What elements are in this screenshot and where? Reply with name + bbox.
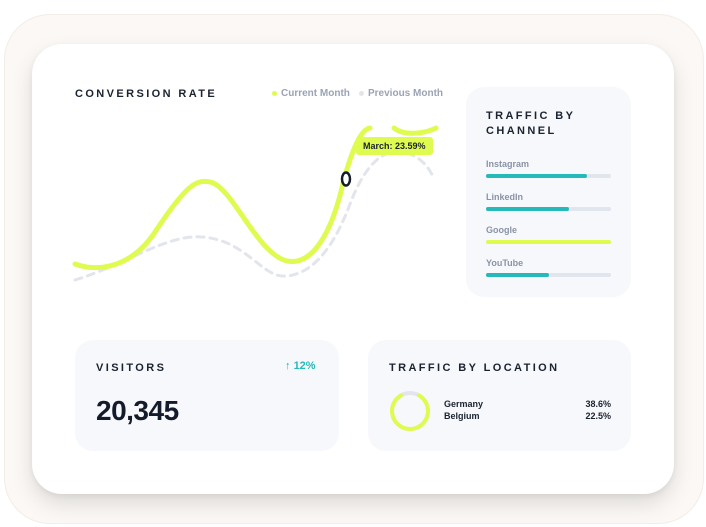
legend-previous-dot [359, 91, 364, 96]
location-donut-chart [390, 391, 430, 431]
visitors-panel: VISITORS ↑ 12% 20,345 [75, 340, 339, 451]
legend-current-label: Current Month [281, 88, 350, 99]
chart-tooltip: March: 23.59% [356, 137, 433, 155]
visitors-count: 20,345 [96, 395, 179, 426]
legend-previous-label: Previous Month [368, 88, 444, 99]
channel-row-instagram[interactable]: Instagram [486, 159, 611, 178]
channel-label: Instagram [486, 159, 530, 169]
channel-fill-google [486, 240, 611, 244]
donut-segment [390, 391, 430, 431]
location-country: Germany [444, 399, 484, 409]
dashboard-card: CONVERSION RATE Current Month Previous M… [32, 44, 674, 494]
traffic-by-location-panel: TRAFFIC BY LOCATION Germany Belgium 38.6… [368, 340, 631, 451]
channel-row-youtube[interactable]: YouTube [486, 258, 611, 277]
channel-row-linkedin[interactable]: LinkedIn [486, 192, 611, 211]
channel-fill-youtube [486, 273, 549, 277]
channel-track [486, 240, 611, 244]
arrow-up-icon: ↑ [285, 360, 291, 372]
channel-label: Google [486, 225, 517, 235]
chart-point-marker[interactable] [340, 171, 352, 187]
conversion-chart [72, 125, 439, 282]
location-percent: 22.5% [585, 411, 611, 421]
traffic-by-channel-title: TRAFFIC BY CHANNEL [486, 109, 575, 139]
channel-track [486, 273, 611, 277]
legend-current[interactable]: Current Month [272, 88, 350, 99]
location-country: Belgium [444, 411, 480, 421]
visitors-title: VISITORS [96, 362, 167, 374]
traffic-by-channel-panel: TRAFFIC BY CHANNEL Instagram LinkedIn Go… [466, 87, 631, 297]
channel-label: YouTube [486, 258, 524, 268]
legend-current-dot [272, 91, 277, 96]
channel-label: LinkedIn [486, 192, 524, 202]
channel-row-google[interactable]: Google [486, 225, 611, 244]
traffic-by-channel-title-line1: TRAFFIC BY [486, 110, 576, 122]
current-month-line-peak [391, 125, 439, 136]
channel-track [486, 207, 611, 211]
visitors-change-badge: ↑ 12% [285, 360, 316, 372]
legend-previous[interactable]: Previous Month [359, 88, 443, 99]
channel-track [486, 174, 611, 178]
location-percent: 38.6% [585, 399, 611, 409]
traffic-by-channel-title-line2: CHANNEL [486, 125, 557, 137]
current-month-line [72, 125, 373, 271]
visitors-change-value: 12% [293, 360, 316, 372]
channel-fill-linkedin [486, 207, 569, 211]
channel-fill-instagram [486, 174, 588, 178]
traffic-by-location-title: TRAFFIC BY LOCATION [389, 362, 560, 374]
conversion-rate-title: CONVERSION RATE [75, 88, 218, 100]
